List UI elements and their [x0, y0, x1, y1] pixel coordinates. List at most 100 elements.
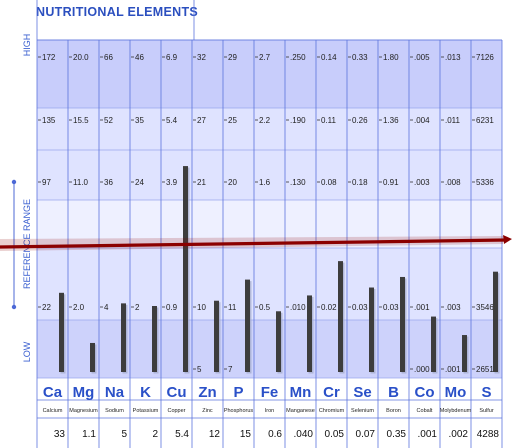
tick-label-mg-2: 11.0	[73, 178, 89, 187]
element-symbol-mg: Mg	[73, 384, 95, 401]
element-symbol-zn: Zn	[198, 384, 216, 401]
tick-label-s-1: 6231	[476, 116, 494, 125]
tick-label-b-1: 1.36	[383, 116, 399, 125]
element-name-fe: Iron	[265, 408, 274, 414]
tick-label-co-3: .001	[414, 303, 430, 312]
element-value-cu: 5.4	[175, 429, 189, 440]
tick-label-ca-2: 97	[42, 178, 51, 187]
tick-label-k-1: 35	[135, 116, 144, 125]
element-name-cr: Chromium	[319, 408, 345, 414]
tick-label-ca-3: 22	[42, 303, 51, 312]
bar-mo	[462, 335, 467, 372]
element-value-fe: 0.6	[268, 429, 282, 440]
element-value-mo: .002	[449, 429, 469, 440]
tick-label-cr-3: 0.02	[321, 303, 337, 312]
tick-label-mg-1: 15.5	[73, 116, 89, 125]
tick-label-co-4: .000	[414, 365, 430, 374]
element-symbol-cr: Cr	[323, 384, 340, 401]
tick-label-k-0: 46	[135, 53, 144, 62]
tick-label-b-3: 0.03	[383, 303, 399, 312]
low-label: LOW	[22, 341, 32, 362]
tick-label-na-0: 66	[104, 53, 113, 62]
element-value-b: 0.35	[387, 429, 407, 440]
tick-label-mn-0: .250	[290, 53, 306, 62]
tick-label-se-1: 0.26	[352, 116, 368, 125]
tick-label-b-0: 1.80	[383, 53, 399, 62]
tick-label-na-1: 52	[104, 116, 113, 125]
bar-s	[493, 271, 498, 372]
element-value-na: 5	[121, 429, 127, 440]
tick-label-k-3: 2	[135, 303, 140, 312]
tick-label-cu-1: 5.4	[166, 116, 178, 125]
tick-label-mn-1: .190	[290, 116, 306, 125]
element-value-k: 2	[152, 429, 158, 440]
tick-label-mo-2: .008	[445, 178, 461, 187]
reference-line	[0, 238, 507, 249]
tick-label-fe-0: 2.7	[259, 53, 271, 62]
element-symbol-k: K	[140, 384, 151, 401]
tick-label-s-0: 7126	[476, 53, 494, 62]
bar-p	[245, 279, 250, 372]
element-symbol-mn: Mn	[290, 384, 312, 401]
high-zone	[37, 40, 502, 108]
tick-label-s-4: 2651	[476, 365, 494, 374]
tick-label-zn-2: 21	[197, 178, 206, 187]
element-name-se: Selenium	[351, 408, 374, 414]
element-name-b: Boron	[386, 408, 401, 414]
element-name-na: Sodium	[105, 408, 124, 414]
element-value-ca: 33	[54, 429, 66, 440]
tick-label-p-2: 20	[228, 178, 237, 187]
tick-label-mg-0: 20.0	[73, 53, 89, 62]
tick-label-b-2: 0.91	[383, 178, 399, 187]
element-symbol-p: P	[233, 384, 243, 401]
element-symbol-se: Se	[353, 384, 371, 401]
tick-label-na-3: 4	[104, 303, 109, 312]
element-symbol-co: Co	[415, 384, 435, 401]
chart-title: NUTRITIONAL ELEMENTS	[36, 5, 199, 19]
tick-label-se-0: 0.33	[352, 53, 368, 62]
element-name-zn: Zinc	[202, 408, 213, 414]
tick-label-p-0: 29	[228, 53, 237, 62]
element-name-mn: Manganese	[286, 408, 315, 414]
element-value-cr: 0.05	[325, 429, 345, 440]
tick-label-co-0: .005	[414, 53, 430, 62]
tick-label-zn-4: 5	[197, 365, 202, 374]
tick-label-s-3: 3546	[476, 303, 494, 312]
reference-line-arrow	[503, 235, 512, 244]
bar-co	[431, 316, 436, 372]
tick-label-fe-3: 0.5	[259, 303, 271, 312]
reference-range-marker-top	[11, 179, 17, 185]
element-name-k: Potassium	[133, 408, 159, 414]
tick-label-fe-1: 2.2	[259, 116, 271, 125]
tick-label-cr-1: 0.11	[321, 116, 337, 125]
tick-label-s-2: 5336	[476, 178, 494, 187]
element-value-zn: 12	[209, 429, 221, 440]
tick-label-zn-0: 32	[197, 53, 206, 62]
element-value-mg: 1.1	[82, 429, 96, 440]
bar-b	[400, 276, 405, 372]
tick-label-p-1: 25	[228, 116, 237, 125]
reference-range-label: REFERENCE RANGE	[22, 199, 32, 289]
tick-label-mo-1: .011	[445, 116, 461, 125]
element-symbol-fe: Fe	[261, 384, 279, 401]
low-zone	[37, 320, 502, 378]
element-symbol-cu: Cu	[167, 384, 187, 401]
tick-label-mn-2: .130	[290, 178, 306, 187]
element-symbol-ca: Ca	[43, 384, 63, 401]
tick-label-co-1: .004	[414, 116, 430, 125]
tick-label-mg-3: 2.0	[73, 303, 85, 312]
reference-range-marker-bottom	[11, 304, 17, 310]
bar-se	[369, 287, 374, 372]
element-name-s: Sulfur	[479, 408, 494, 414]
element-value-s: 4288	[477, 429, 500, 440]
bar-zn	[214, 300, 219, 372]
high-label: HIGH	[22, 34, 32, 57]
element-value-co: .001	[418, 429, 438, 440]
tick-label-se-2: 0.18	[352, 178, 368, 187]
tick-label-na-2: 36	[104, 178, 113, 187]
element-name-cu: Copper	[167, 408, 185, 414]
tick-label-mo-3: .003	[445, 303, 461, 312]
tick-label-co-2: .003	[414, 178, 430, 187]
